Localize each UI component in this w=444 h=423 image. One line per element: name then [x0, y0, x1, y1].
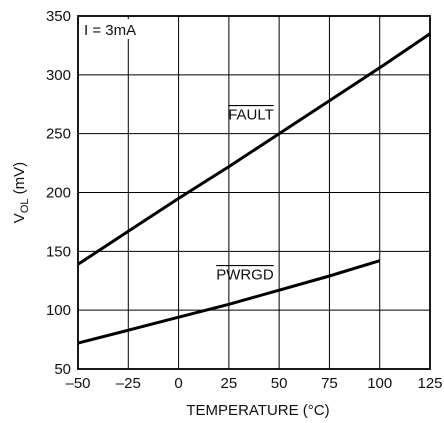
x-tick-label: 75 [321, 375, 338, 392]
plot-frame [77, 15, 431, 370]
y-axis-title: VOL (mV) [11, 162, 31, 223]
y-tick-label: 250 [46, 126, 71, 143]
series-labels: FAULT PWRGD [216, 104, 274, 284]
y-tick-label: 50 [54, 361, 71, 378]
y-tick-label: 200 [46, 185, 71, 202]
condition-label-bg [80, 19, 141, 39]
x-tick-label: 25 [221, 375, 238, 392]
x-tick-label: –50 [65, 375, 90, 392]
x-tick-label: 125 [417, 375, 442, 392]
y-tick-label: 100 [46, 302, 71, 319]
y-axis-title-sub: OL [19, 198, 31, 213]
series-label-fault: FAULT [228, 107, 274, 124]
grid [78, 16, 430, 369]
x-tick-label: 0 [174, 375, 182, 392]
condition-label: I = 3mA [84, 22, 136, 39]
x-tick-labels: –50 –25 0 25 50 75 100 125 [65, 375, 442, 392]
x-tick-label: 50 [271, 375, 288, 392]
x-tick-label: –25 [116, 375, 141, 392]
y-tick-label: 350 [46, 8, 71, 25]
series-lines [77, 32, 431, 345]
y-tick-labels: 50 100 150 200 250 300 350 [46, 8, 71, 378]
series-line-fault [77, 32, 431, 266]
y-tick-label: 150 [46, 243, 71, 260]
y-axis-title-main: V [11, 213, 28, 223]
series-line-pwrgd [77, 259, 381, 345]
series-label-pwrgd: PWRGD [216, 267, 274, 284]
x-tick-label: 100 [367, 375, 392, 392]
x-axis-title: TEMPERATURE (°C) [186, 402, 329, 419]
y-axis-title-unit: (mV) [11, 162, 28, 199]
y-tick-label: 300 [46, 67, 71, 84]
